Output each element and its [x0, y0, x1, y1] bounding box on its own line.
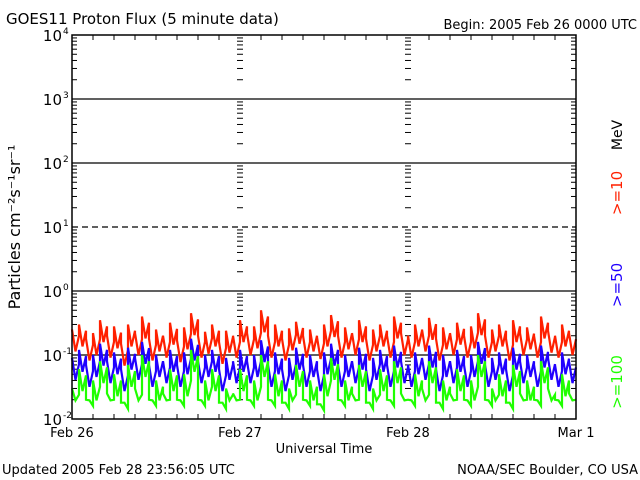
plot-frame — [71, 34, 577, 420]
footer-source: NOAA/SEC Boulder, CO USA — [457, 463, 638, 478]
y-tick-label: 10 — [43, 27, 62, 45]
x-tick-label: Feb 27 — [218, 426, 262, 441]
chart-title: GOES11 Proton Flux (5 minute data) — [6, 10, 279, 28]
y-axis-label: Particles cm⁻²s⁻¹sr⁻¹ — [5, 145, 24, 310]
y-tick-label: 10 — [43, 411, 62, 429]
y-tick-exponent: 4 — [63, 27, 69, 37]
y-tick-label: 10 — [43, 283, 62, 301]
x-tick-label: Feb 26 — [50, 426, 94, 441]
legend-50mev: >=50 — [608, 263, 626, 307]
y-tick-exponent: 0 — [63, 283, 69, 293]
y-tick-exponent: 2 — [63, 155, 69, 165]
series-line-2 — [70, 349, 577, 415]
y-tick-label: 10 — [43, 347, 62, 365]
x-axis-label: Universal Time — [276, 442, 373, 457]
chart-subtitle: Begin: 2005 Feb 26 0000 UTC — [443, 18, 637, 33]
x-tick-labels: Feb 26 Feb 27 Feb 28 Mar 1 — [50, 426, 594, 441]
series-line-0 — [70, 310, 578, 366]
y-tick-exponent: -2 — [63, 411, 72, 421]
legend-100mev: >=100 — [608, 355, 626, 409]
footer-updated: Updated 2005 Feb 28 23:56:05 UTC — [2, 463, 235, 478]
y-tick-label: 10 — [43, 91, 62, 109]
series-group — [70, 310, 578, 415]
y-tick-label: 10 — [43, 155, 62, 173]
legend-10mev: >=10 — [608, 171, 626, 215]
y-tick-exponent: 1 — [63, 219, 69, 229]
x-tick-label: Mar 1 — [558, 426, 595, 441]
y-tick-exponent: 3 — [63, 91, 69, 101]
legend-unit: MeV — [610, 119, 626, 150]
x-tick-label: Feb 28 — [386, 426, 430, 441]
y-tick-label: 10 — [43, 219, 62, 237]
y-tick-exponent: -1 — [63, 347, 72, 357]
